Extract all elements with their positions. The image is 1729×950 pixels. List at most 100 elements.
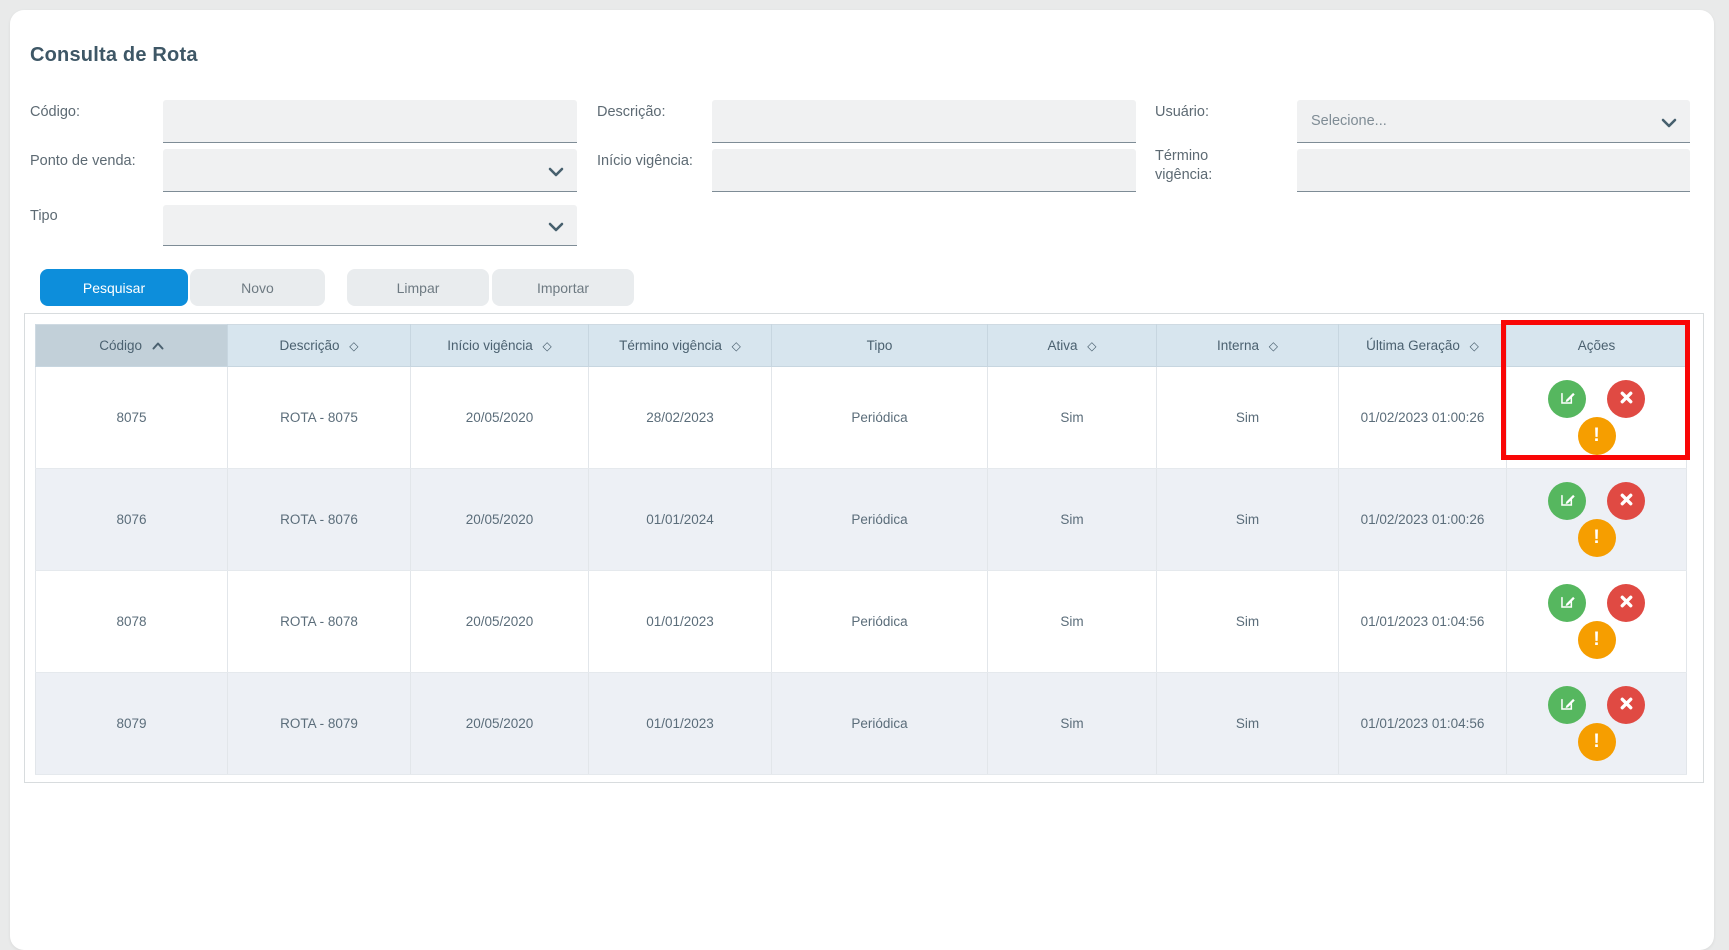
cell-termino-vigencia: 28/02/2023	[588, 366, 772, 469]
cell-ultima-geracao: 01/01/2023 01:04:56	[1338, 570, 1507, 673]
sort-both-icon: ◇	[1469, 339, 1479, 353]
column-header-termino-vigencia[interactable]: Término vigência ◇	[588, 324, 772, 367]
cell-descricao: ROTA - 8076	[227, 468, 411, 571]
cell-termino-vigencia: 01/01/2023	[588, 672, 772, 775]
delete-route-button[interactable]	[1607, 686, 1645, 724]
cell-acoes: !	[1506, 366, 1687, 469]
descricao-input[interactable]	[712, 100, 1136, 143]
column-header-codigo[interactable]: Código	[35, 324, 228, 367]
sort-both-icon: ◇	[1087, 339, 1097, 353]
exclamation-icon: !	[1593, 629, 1600, 650]
cell-acoes: !	[1506, 468, 1687, 571]
cell-ultima-geracao: 01/01/2023 01:04:56	[1338, 672, 1507, 775]
limpar-button[interactable]: Limpar	[347, 269, 489, 306]
cell-codigo: 8079	[35, 672, 228, 775]
cell-termino-vigencia: 01/01/2024	[588, 468, 772, 571]
column-header-descricao[interactable]: Descrição ◇	[227, 324, 411, 367]
results-panel: Código Descrição ◇ Início vigência ◇ Tér…	[24, 313, 1704, 783]
column-header-tipo: Tipo	[771, 324, 988, 367]
cell-ultima-geracao: 01/02/2023 01:00:26	[1338, 366, 1507, 469]
column-header-interna[interactable]: Interna ◇	[1156, 324, 1339, 367]
edit-pencil-square-icon	[1559, 695, 1576, 715]
cell-interna: Sim	[1156, 672, 1339, 775]
sort-both-icon: ◇	[349, 339, 359, 353]
cell-ativa: Sim	[987, 366, 1157, 469]
table-row: 8079 ROTA - 8079 20/05/2020 01/01/2023 P…	[35, 672, 1687, 775]
termino-vigencia-input[interactable]	[1297, 149, 1690, 192]
cell-ativa: Sim	[987, 570, 1157, 673]
cell-codigo: 8078	[35, 570, 228, 673]
sort-both-icon: ◇	[1268, 339, 1279, 353]
ponto-de-venda-select[interactable]	[163, 149, 577, 192]
cell-interna: Sim	[1156, 366, 1339, 469]
edit-route-button[interactable]	[1548, 380, 1586, 418]
cell-inicio-vigencia: 20/05/2020	[410, 366, 589, 469]
x-cross-icon	[1619, 492, 1634, 510]
alert-route-button[interactable]: !	[1577, 723, 1616, 761]
cell-ativa: Sim	[987, 468, 1157, 571]
exclamation-icon: !	[1593, 731, 1600, 752]
sort-both-icon: ◇	[542, 339, 552, 353]
cell-descricao: ROTA - 8079	[227, 672, 411, 775]
cell-descricao: ROTA - 8075	[227, 366, 411, 469]
usuario-label: Usuário:	[1155, 104, 1209, 120]
edit-route-button[interactable]	[1548, 584, 1586, 622]
cell-interna: Sim	[1156, 468, 1339, 571]
column-header-ativa[interactable]: Ativa ◇	[987, 324, 1157, 367]
cell-acoes: !	[1506, 672, 1687, 775]
column-header-inicio-vigencia[interactable]: Início vigência ◇	[410, 324, 589, 367]
exclamation-icon: !	[1593, 425, 1600, 446]
inicio-vigencia-label: Início vigência:	[597, 153, 693, 169]
novo-button[interactable]: Novo	[190, 269, 325, 306]
delete-route-button[interactable]	[1607, 482, 1645, 520]
edit-pencil-square-icon	[1559, 491, 1576, 511]
x-cross-icon	[1619, 696, 1634, 714]
delete-route-button[interactable]	[1607, 380, 1645, 418]
column-header-ultima-geracao[interactable]: Última Geração ◇	[1338, 324, 1507, 367]
usuario-select[interactable]: Selecione...	[1297, 100, 1690, 143]
cell-inicio-vigencia: 20/05/2020	[410, 570, 589, 673]
cell-termino-vigencia: 01/01/2023	[588, 570, 772, 673]
sort-asc-icon	[152, 339, 164, 353]
table-row: 8075 ROTA - 8075 20/05/2020 28/02/2023 P…	[35, 366, 1687, 469]
page-title: Consulta de Rota	[30, 44, 198, 66]
chevron-down-icon	[548, 165, 564, 181]
edit-pencil-square-icon	[1559, 389, 1576, 409]
alert-route-button[interactable]: !	[1577, 621, 1616, 659]
cell-codigo: 8075	[35, 366, 228, 469]
cell-acoes: !	[1506, 570, 1687, 673]
x-cross-icon	[1619, 390, 1634, 408]
edit-route-button[interactable]	[1548, 686, 1586, 724]
codigo-label: Código:	[30, 104, 80, 120]
table-header-row: Código Descrição ◇ Início vigência ◇ Tér…	[35, 324, 1687, 367]
usuario-selected-value: Selecione...	[1311, 113, 1387, 129]
chevron-down-icon	[1661, 116, 1677, 132]
cell-interna: Sim	[1156, 570, 1339, 673]
sort-both-icon: ◇	[731, 339, 741, 353]
termino-vigencia-label: Término vigência:	[1155, 148, 1213, 183]
importar-button[interactable]: Importar	[492, 269, 634, 306]
cell-tipo: Periódica	[771, 366, 988, 469]
inicio-vigencia-input[interactable]	[712, 149, 1136, 192]
delete-route-button[interactable]	[1607, 584, 1645, 622]
table-row: 8078 ROTA - 8078 20/05/2020 01/01/2023 P…	[35, 570, 1687, 673]
codigo-input[interactable]	[163, 100, 577, 143]
cell-inicio-vigencia: 20/05/2020	[410, 672, 589, 775]
cell-inicio-vigencia: 20/05/2020	[410, 468, 589, 571]
edit-route-button[interactable]	[1548, 482, 1586, 520]
tipo-select[interactable]	[163, 205, 577, 246]
pesquisar-button[interactable]: Pesquisar	[40, 269, 188, 306]
x-cross-icon	[1619, 594, 1634, 612]
ponto-de-venda-label: Ponto de venda:	[30, 153, 136, 169]
alert-route-button[interactable]: !	[1577, 417, 1616, 455]
cell-tipo: Periódica	[771, 672, 988, 775]
cell-tipo: Periódica	[771, 468, 988, 571]
cell-tipo: Periódica	[771, 570, 988, 673]
chevron-down-icon	[548, 220, 564, 236]
routes-table: Código Descrição ◇ Início vigência ◇ Tér…	[35, 324, 1687, 775]
alert-route-button[interactable]: !	[1577, 519, 1616, 557]
cell-descricao: ROTA - 8078	[227, 570, 411, 673]
column-header-acoes: Ações	[1506, 324, 1687, 367]
cell-ativa: Sim	[987, 672, 1157, 775]
cell-codigo: 8076	[35, 468, 228, 571]
